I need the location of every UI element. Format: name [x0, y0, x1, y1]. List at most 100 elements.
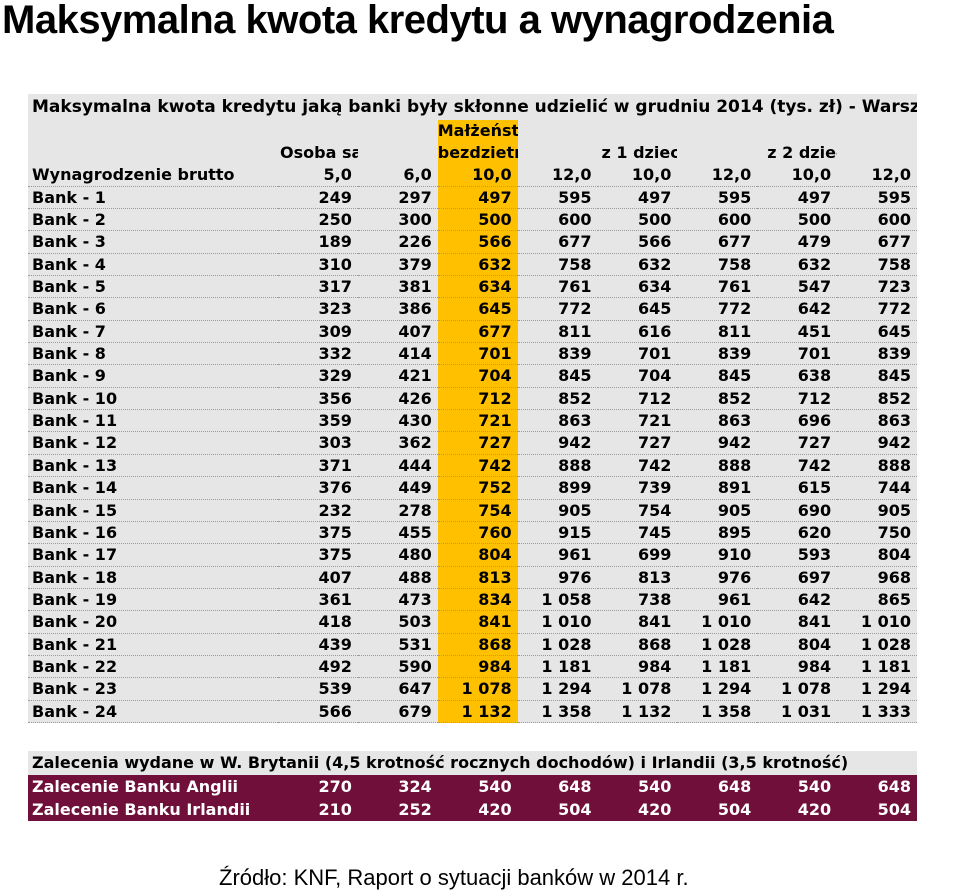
bank-row-value: 620 [757, 521, 838, 545]
bank-row-value: 727 [597, 432, 678, 455]
bank-row-value: 1 181 [677, 655, 758, 679]
bank-row-value: 758 [517, 253, 598, 277]
bank-row-value: 632 [437, 253, 518, 277]
bank-row-label: Bank - 12 [28, 432, 278, 455]
credit-table: Maksymalna kwota kredytu jaką banki były… [28, 94, 917, 821]
bank-row-value: 332 [278, 343, 358, 366]
source-note: Źródło: KNF, Raport o sytuacji banków w … [219, 865, 689, 890]
header-spacer [677, 120, 758, 142]
bank-row-value: 804 [757, 633, 838, 656]
bank-row-value: 634 [437, 276, 518, 299]
bank-row-value: 600 [837, 209, 917, 232]
salary-value: 12,0 [837, 164, 917, 187]
bank-row-value: 761 [677, 276, 758, 299]
bank-row-value: 845 [677, 365, 758, 388]
spacer [28, 722, 917, 751]
bank-row-value: 1 181 [517, 655, 598, 679]
bank-row-value: 910 [677, 544, 758, 567]
bank-row-value: 813 [597, 566, 678, 589]
bank-row-value: 772 [677, 298, 758, 321]
bank-row-value: 699 [597, 544, 678, 567]
bank-row-value: 309 [278, 320, 358, 344]
bank-row-value: 615 [757, 477, 838, 500]
bank-row-value: 738 [597, 588, 678, 612]
table-header: Małżeństwo Osoba samotna bezdzietne z 1 … [28, 120, 917, 165]
bank-row-value: 701 [597, 343, 678, 366]
bank-row-value: 727 [437, 432, 518, 455]
bank-row-value: 754 [437, 499, 518, 522]
bank-row-value: 905 [677, 499, 758, 522]
bank-row-label: Bank - 6 [28, 298, 278, 321]
bank-row-value: 961 [517, 544, 598, 567]
header-spacer [278, 120, 358, 142]
bank-row-value: 905 [517, 499, 598, 522]
salary-value: 10,0 [757, 164, 838, 187]
bank-row-value: 761 [517, 276, 598, 299]
salary-value: 10,0 [597, 164, 678, 187]
bank-row-value: 760 [437, 521, 518, 545]
header-spacer [28, 120, 278, 142]
bank-row-value: 497 [437, 186, 518, 210]
bank-row-value: 968 [837, 566, 917, 589]
bank-row-value: 1 078 [597, 678, 678, 701]
salary-label: Wynagrodzenie brutto [28, 164, 278, 187]
bank-row-value: 426 [357, 387, 438, 411]
bank-row-value: 375 [278, 544, 358, 567]
bank-row-value: 742 [437, 454, 518, 478]
bank-row-label: Bank - 18 [28, 566, 278, 589]
bank-row-value: 1 078 [437, 678, 518, 701]
bank-row-value: 375 [278, 521, 358, 545]
bank-row-value: 772 [517, 298, 598, 321]
bank-row-value: 891 [677, 477, 758, 500]
bank-row-value: 1 031 [757, 700, 838, 723]
header-spacer [597, 120, 678, 142]
bank-row-value: 721 [597, 410, 678, 433]
bank-row-value: 811 [517, 320, 598, 344]
bank-row-value: 690 [757, 499, 838, 522]
header-spacer [517, 120, 598, 142]
bank-row-value: 647 [357, 678, 438, 701]
bank-row-value: 863 [677, 410, 758, 433]
bank-row-value: 645 [437, 298, 518, 321]
bank-row-value: 297 [357, 186, 438, 210]
recommendation-row-value: 540 [597, 774, 678, 798]
bank-row-value: 863 [517, 410, 598, 433]
bank-row-value: 566 [597, 231, 678, 254]
bank-row-value: 488 [357, 566, 438, 589]
bank-row-value: 697 [757, 566, 838, 589]
bank-row-value: 888 [837, 454, 917, 478]
bank-row-label: Bank - 21 [28, 633, 278, 656]
bank-row-value: 845 [837, 365, 917, 388]
bank-row-label: Bank - 7 [28, 320, 278, 344]
bank-row-value: 480 [357, 544, 438, 567]
bank-row-value: 1 028 [517, 633, 598, 656]
salary-value: 12,0 [517, 164, 598, 187]
bank-row-value: 278 [357, 499, 438, 522]
bank-row-label: Bank - 5 [28, 276, 278, 299]
bank-row-label: Bank - 10 [28, 387, 278, 411]
bank-row-value: 727 [757, 432, 838, 455]
bank-row-value: 1 010 [837, 611, 917, 634]
recommendation-row-value: 210 [278, 797, 358, 821]
bank-row-value: 852 [837, 387, 917, 411]
bank-row-value: 381 [357, 276, 438, 299]
bank-row-value: 455 [357, 521, 438, 545]
bank-row-value: 845 [517, 365, 598, 388]
bank-row-value: 407 [357, 320, 438, 344]
recommendation-row-value: 420 [597, 797, 678, 821]
bank-row-value: 323 [278, 298, 358, 321]
bank-row-value: 414 [357, 343, 438, 366]
bank-row-value: 1 294 [837, 678, 917, 701]
bank-row-label: Bank - 8 [28, 343, 278, 366]
bank-row-value: 868 [437, 633, 518, 656]
salary-row: Wynagrodzenie brutto 5,0 6,0 10,0 12,0 1… [28, 164, 917, 187]
header-spacer [837, 120, 917, 142]
bank-row-value: 744 [837, 477, 917, 500]
bank-row-value: 804 [437, 544, 518, 567]
recommendation-row-value: 420 [757, 797, 838, 821]
bank-row-value: 1 058 [517, 588, 598, 612]
bank-row-value: 677 [517, 231, 598, 254]
header-spacer [357, 142, 438, 165]
recommendation-row-value: 420 [437, 797, 518, 821]
recommendation-row-value: 648 [517, 774, 598, 798]
